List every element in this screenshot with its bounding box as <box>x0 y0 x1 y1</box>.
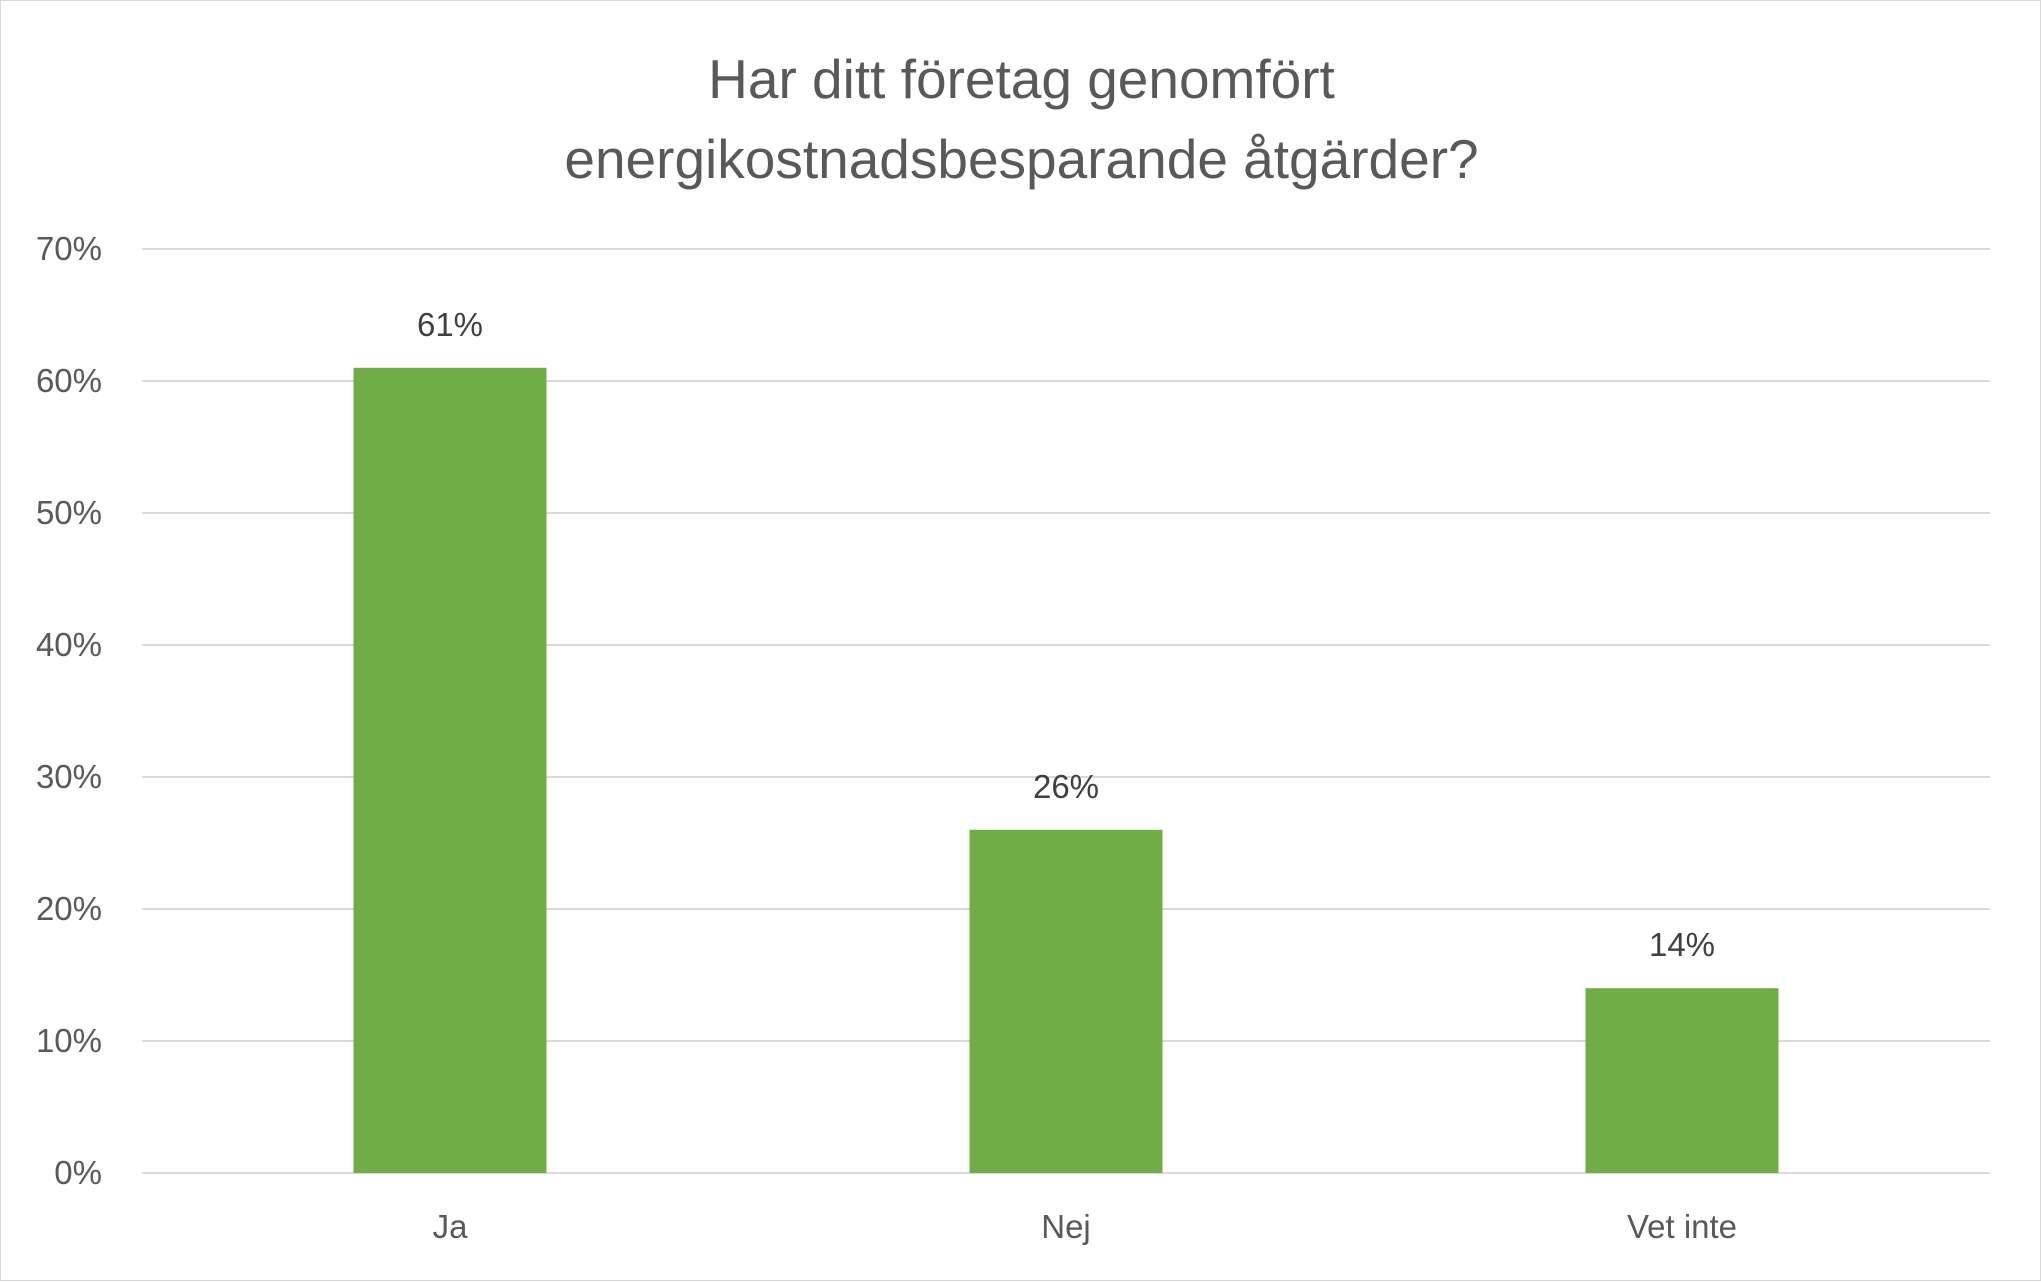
data-label: 14% <box>1649 926 1715 963</box>
x-axis-tick-labels: Ja Nej Vet inte <box>433 1208 1737 1245</box>
y-axis-tick-labels: 0% 10% 20% 30% 40% 50% 60% 70% <box>36 230 102 1191</box>
y-tick-label: 50% <box>36 494 102 531</box>
x-tick-label: Vet inte <box>1627 1208 1737 1245</box>
y-tick-label: 60% <box>36 362 102 399</box>
x-tick-label: Nej <box>1041 1208 1091 1245</box>
chart-title: Har ditt företag genomfört energikostnad… <box>564 48 1479 190</box>
y-tick-label: 10% <box>36 1022 102 1059</box>
y-tick-label: 30% <box>36 758 102 795</box>
data-labels: 61% 26% 14% <box>417 306 1715 963</box>
x-tick-label: Ja <box>433 1208 469 1245</box>
bar-ja <box>353 367 547 1173</box>
y-tick-label: 0% <box>54 1154 102 1191</box>
bars <box>353 367 1779 1173</box>
data-label: 26% <box>1033 768 1099 805</box>
bar-nej <box>969 829 1163 1173</box>
bar-vet-inte <box>1585 988 1779 1173</box>
y-tick-label: 70% <box>36 230 102 267</box>
data-label: 61% <box>417 306 483 343</box>
y-tick-label: 40% <box>36 626 102 663</box>
y-tick-label: 20% <box>36 890 102 927</box>
